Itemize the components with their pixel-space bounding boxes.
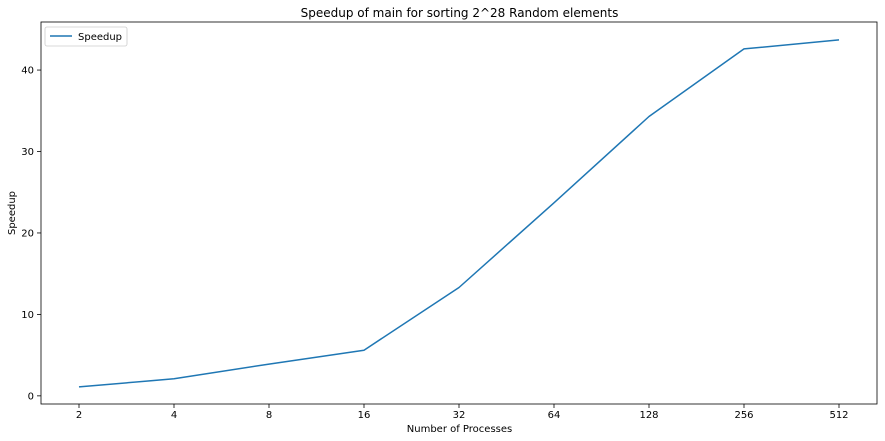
y-tick-label: 20 — [21, 228, 34, 239]
x-tick-label: 256 — [734, 410, 753, 421]
x-tick-label: 2 — [76, 410, 82, 421]
chart-title: Speedup of main for sorting 2^28 Random … — [301, 6, 619, 20]
x-tick-label: 128 — [639, 410, 658, 421]
legend: Speedup — [44, 26, 128, 47]
x-tick-label: 512 — [829, 410, 848, 421]
x-axis-label: Number of Processes — [407, 424, 512, 435]
y-tick-label: 10 — [21, 310, 34, 321]
x-tick-label: 16 — [358, 410, 371, 421]
x-tick-label: 32 — [453, 410, 466, 421]
y-axis-ticks: 0 10 20 30 40 — [21, 66, 41, 402]
y-axis-label: Speedup — [7, 191, 18, 235]
x-tick-label: 4 — [171, 410, 177, 421]
y-tick-label: 30 — [21, 147, 34, 158]
y-tick-label: 40 — [21, 66, 34, 77]
x-tick-label: 8 — [266, 410, 272, 421]
plot-frame — [40, 21, 878, 405]
x-axis-ticks: 2 4 8 16 32 64 128 256 512 — [76, 404, 849, 421]
x-tick-label: 64 — [548, 410, 561, 421]
y-tick-label: 0 — [28, 391, 34, 402]
legend-label: Speedup — [78, 32, 122, 43]
series-layer — [78, 39, 840, 388]
legend-box — [44, 26, 128, 47]
